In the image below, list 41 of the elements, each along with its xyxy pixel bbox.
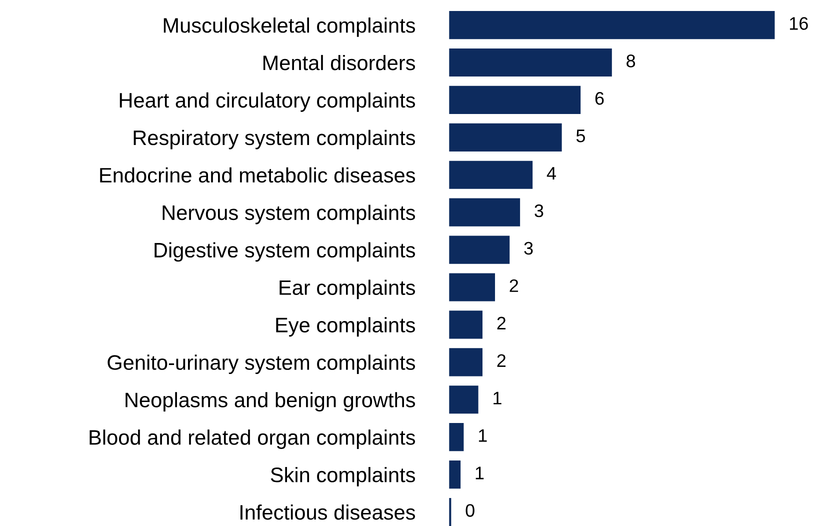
data-label: 6 xyxy=(595,92,604,105)
data-label: 2 xyxy=(497,316,506,330)
data-label: 1 xyxy=(494,392,502,404)
data-label: 3 xyxy=(534,204,544,218)
bar xyxy=(449,460,461,489)
data-label: 2 xyxy=(510,279,518,292)
data-label: 1 xyxy=(478,429,487,442)
y-tick-label: Respiratory system complaints xyxy=(134,130,416,150)
y-tick-label: Musculoskeletal complaints xyxy=(164,17,416,37)
y-tick-label: Neoplasms and benign growths xyxy=(126,392,416,412)
y-tick-label: Digestive system complaints xyxy=(154,242,416,262)
y-tick-label: Endocrine and metabolic diseases xyxy=(100,167,416,183)
data-label: 2 xyxy=(497,354,506,367)
y-tick-label: Heart and circulatory complaints xyxy=(120,92,416,112)
data-label: 0 xyxy=(466,504,474,517)
data-label: 1 xyxy=(476,466,484,480)
y-tick-label: Nervous system complaints xyxy=(162,204,416,224)
bar xyxy=(449,310,482,339)
bar xyxy=(449,386,478,414)
y-tick-label: Eye complaints xyxy=(276,317,416,337)
bar xyxy=(449,48,612,77)
bar xyxy=(449,273,496,302)
data-label: 16 xyxy=(790,17,808,30)
bar xyxy=(449,423,464,452)
y-tick-label: Genito-urinary system complaints xyxy=(108,354,416,374)
bar xyxy=(449,10,775,40)
y-tick-label: Skin complaints xyxy=(270,466,416,486)
bar xyxy=(449,123,562,152)
y-tick-label: Infectious diseases xyxy=(240,504,416,520)
bar xyxy=(449,86,581,114)
data-label: 4 xyxy=(546,167,556,180)
bar xyxy=(449,198,520,226)
data-label: 8 xyxy=(626,54,636,68)
bar xyxy=(449,236,510,264)
data-label: 5 xyxy=(576,130,585,142)
y-tick-label: Blood and related organ complaints xyxy=(90,430,416,449)
y-tick-label: Mental disorders xyxy=(263,54,416,70)
y-tick-label: Ear complaints xyxy=(280,280,416,300)
bar xyxy=(449,160,533,189)
bar xyxy=(449,348,482,376)
data-label: 3 xyxy=(524,242,533,255)
